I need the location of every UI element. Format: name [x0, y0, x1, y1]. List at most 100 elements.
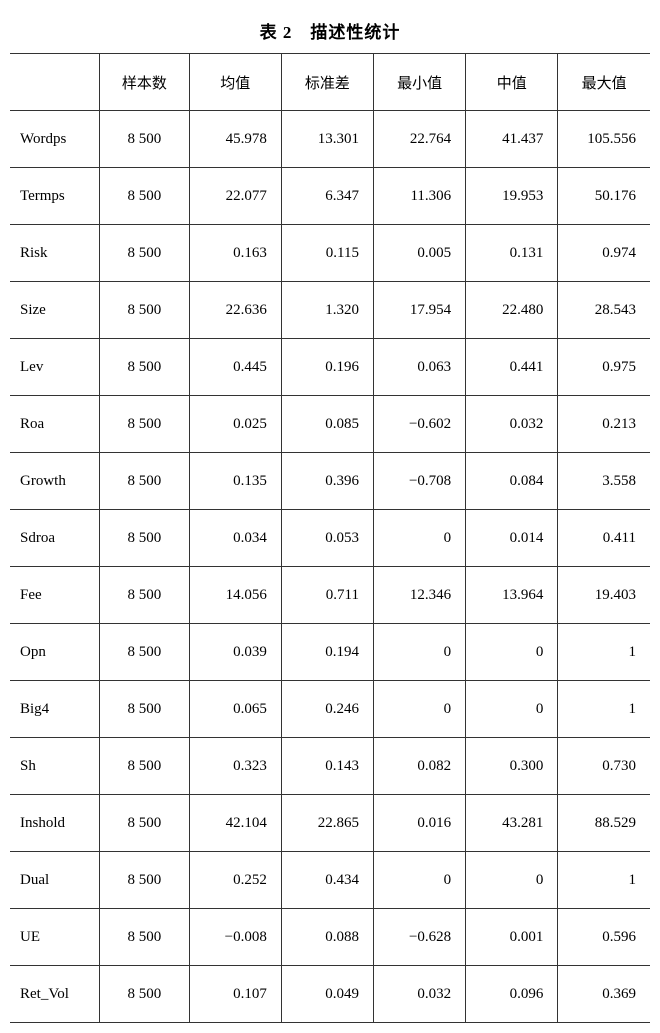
cell-var: Ret_Vol [10, 966, 100, 1023]
cell-sd: 0.049 [281, 966, 373, 1023]
cell-mean: 0.065 [189, 681, 281, 738]
table-row: Risk8 5000.1630.1150.0050.1310.974 [10, 225, 650, 282]
cell-n: 8 500 [100, 738, 190, 795]
cell-max: 0.975 [558, 339, 650, 396]
cell-median: 0.014 [466, 510, 558, 567]
cell-n: 8 500 [100, 396, 190, 453]
cell-n: 8 500 [100, 795, 190, 852]
cell-var: Fee [10, 567, 100, 624]
cell-mean: 0.252 [189, 852, 281, 909]
table-row: Opn8 5000.0390.194001 [10, 624, 650, 681]
table-row: Lev8 5000.4450.1960.0630.4410.975 [10, 339, 650, 396]
cell-mean: −0.008 [189, 909, 281, 966]
cell-mean: 0.107 [189, 966, 281, 1023]
cell-min: −0.628 [374, 909, 466, 966]
cell-median: 22.480 [466, 282, 558, 339]
cell-max: 1 [558, 852, 650, 909]
cell-mean: 45.978 [189, 111, 281, 168]
cell-sd: 0.085 [281, 396, 373, 453]
cell-sd: 6.347 [281, 168, 373, 225]
cell-max: 0.596 [558, 909, 650, 966]
cell-median: 0.032 [466, 396, 558, 453]
cell-min: 0 [374, 510, 466, 567]
table-row: Inshold8 50042.10422.8650.01643.28188.52… [10, 795, 650, 852]
cell-min: 0 [374, 624, 466, 681]
cell-min: 0 [374, 852, 466, 909]
cell-min: 0.016 [374, 795, 466, 852]
cell-mean: 14.056 [189, 567, 281, 624]
cell-n: 8 500 [100, 339, 190, 396]
cell-median: 0.096 [466, 966, 558, 1023]
cell-max: 3.558 [558, 453, 650, 510]
col-header-max: 最大值 [558, 54, 650, 111]
cell-var: Inshold [10, 795, 100, 852]
cell-var: Dual [10, 852, 100, 909]
cell-min: 0.005 [374, 225, 466, 282]
cell-min: −0.602 [374, 396, 466, 453]
cell-n: 8 500 [100, 510, 190, 567]
cell-var: Sdroa [10, 510, 100, 567]
cell-n: 8 500 [100, 111, 190, 168]
cell-max: 0.411 [558, 510, 650, 567]
cell-min: 0.063 [374, 339, 466, 396]
cell-median: 0 [466, 624, 558, 681]
table-row: Sh8 5000.3230.1430.0820.3000.730 [10, 738, 650, 795]
col-header-sd: 标准差 [281, 54, 373, 111]
cell-n: 8 500 [100, 909, 190, 966]
cell-median: 0.084 [466, 453, 558, 510]
cell-median: 43.281 [466, 795, 558, 852]
cell-max: 1 [558, 624, 650, 681]
cell-max: 0.730 [558, 738, 650, 795]
cell-min: 0.082 [374, 738, 466, 795]
cell-sd: 0.246 [281, 681, 373, 738]
cell-sd: 0.396 [281, 453, 373, 510]
cell-median: 0.441 [466, 339, 558, 396]
cell-median: 0 [466, 852, 558, 909]
cell-var: Big4 [10, 681, 100, 738]
cell-mean: 0.025 [189, 396, 281, 453]
cell-median: 13.964 [466, 567, 558, 624]
cell-sd: 0.194 [281, 624, 373, 681]
col-header-min: 最小值 [374, 54, 466, 111]
cell-var: UE [10, 909, 100, 966]
cell-min: 12.346 [374, 567, 466, 624]
cell-var: Lev [10, 339, 100, 396]
cell-min: 17.954 [374, 282, 466, 339]
table-row: Roa8 5000.0250.085−0.6020.0320.213 [10, 396, 650, 453]
col-header-blank [10, 54, 100, 111]
cell-median: 0 [466, 681, 558, 738]
cell-n: 8 500 [100, 168, 190, 225]
cell-var: Sh [10, 738, 100, 795]
cell-min: 0.032 [374, 966, 466, 1023]
cell-mean: 0.445 [189, 339, 281, 396]
cell-var: Wordps [10, 111, 100, 168]
cell-n: 8 500 [100, 852, 190, 909]
cell-max: 0.369 [558, 966, 650, 1023]
table-row: Sdroa8 5000.0340.05300.0140.411 [10, 510, 650, 567]
cell-n: 8 500 [100, 453, 190, 510]
cell-mean: 0.163 [189, 225, 281, 282]
table-body: Wordps8 50045.97813.30122.76441.437105.5… [10, 111, 650, 1023]
table-row: Big48 5000.0650.246001 [10, 681, 650, 738]
cell-max: 1 [558, 681, 650, 738]
cell-min: 0 [374, 681, 466, 738]
cell-sd: 0.196 [281, 339, 373, 396]
col-header-median: 中值 [466, 54, 558, 111]
cell-n: 8 500 [100, 966, 190, 1023]
cell-mean: 0.323 [189, 738, 281, 795]
cell-sd: 0.711 [281, 567, 373, 624]
cell-n: 8 500 [100, 624, 190, 681]
cell-var: Size [10, 282, 100, 339]
col-header-mean: 均值 [189, 54, 281, 111]
cell-sd: 0.143 [281, 738, 373, 795]
cell-sd: 0.115 [281, 225, 373, 282]
cell-sd: 22.865 [281, 795, 373, 852]
cell-n: 8 500 [100, 225, 190, 282]
cell-mean: 42.104 [189, 795, 281, 852]
table-row: Termps8 50022.0776.34711.30619.95350.176 [10, 168, 650, 225]
header-row: 样本数 均值 标准差 最小值 中值 最大值 [10, 54, 650, 111]
cell-mean: 22.077 [189, 168, 281, 225]
cell-var: Termps [10, 168, 100, 225]
cell-median: 19.953 [466, 168, 558, 225]
cell-min: 11.306 [374, 168, 466, 225]
